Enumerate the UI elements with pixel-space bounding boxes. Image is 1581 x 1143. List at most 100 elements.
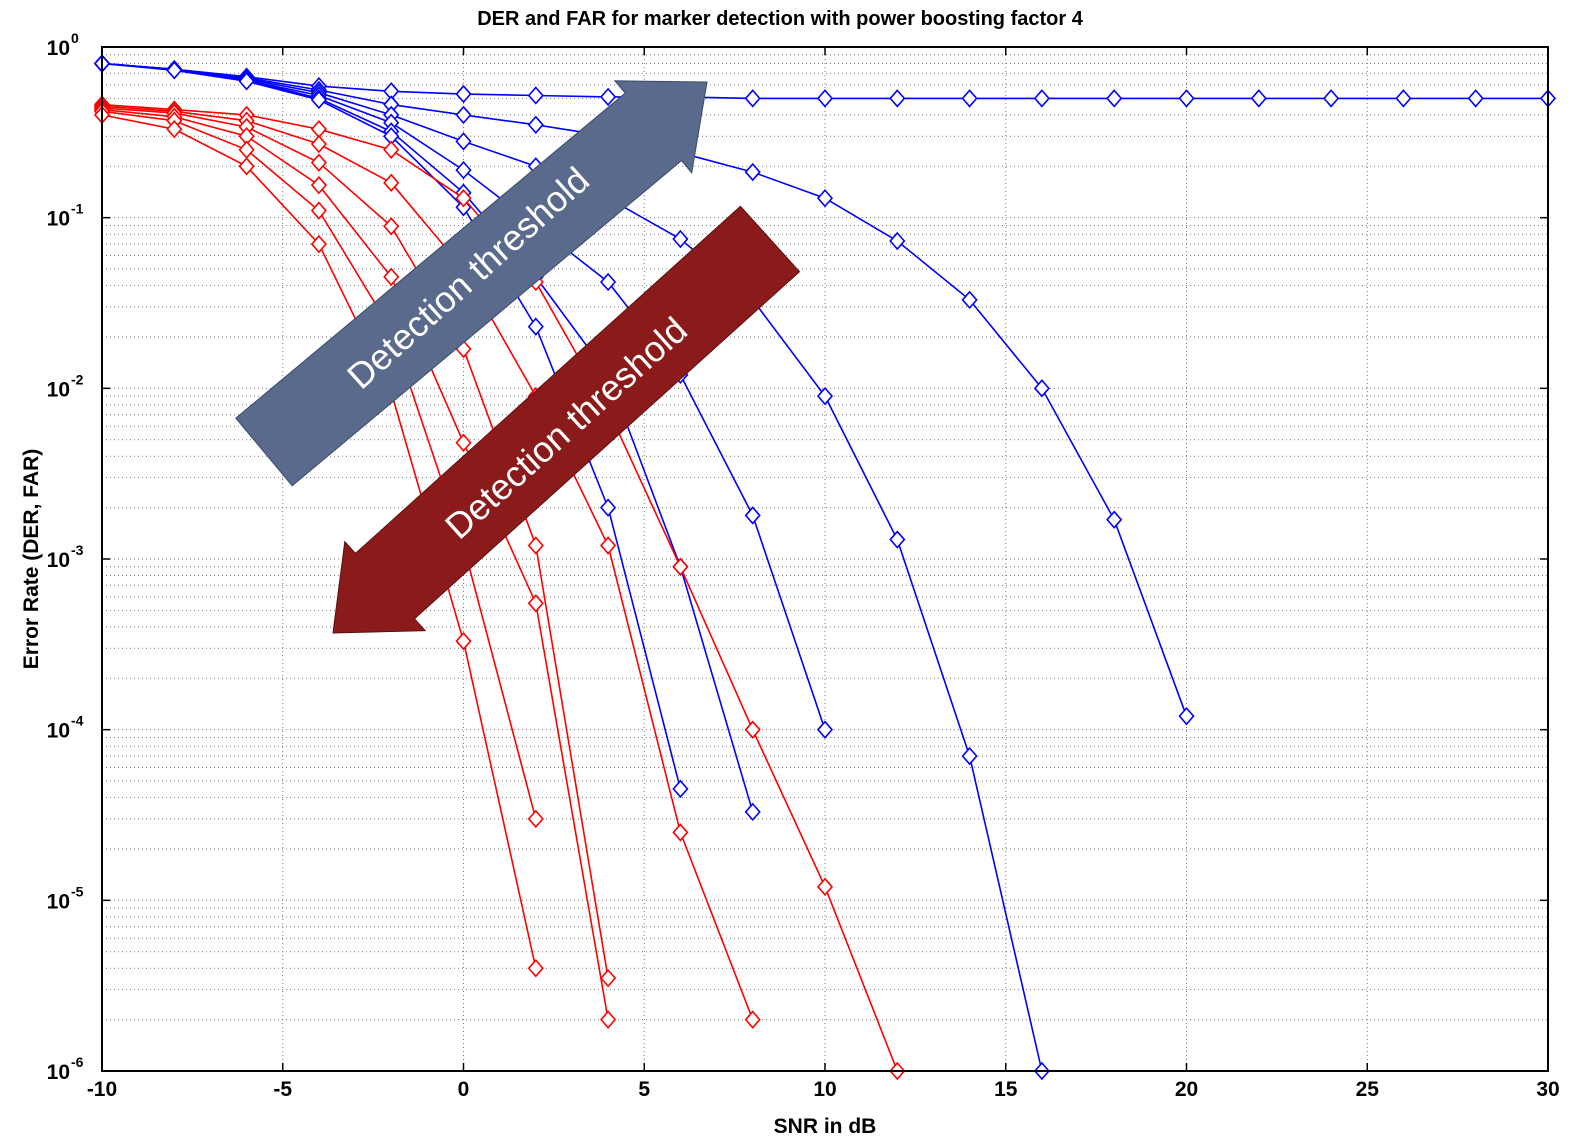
arrow-down-label: Detection threshold xyxy=(437,309,695,547)
der-data-point xyxy=(816,720,834,739)
far-data-point xyxy=(527,809,544,829)
far-data-point xyxy=(600,1010,617,1029)
x-tick-label: 30 xyxy=(1536,1078,1559,1101)
der-data-point xyxy=(744,802,761,822)
der-data-point xyxy=(600,87,617,107)
der-data-point xyxy=(1395,89,1412,108)
far-data-point xyxy=(310,153,327,172)
der-data-point xyxy=(744,162,761,182)
der-data-point xyxy=(1106,89,1123,108)
y-tick-label: 10 xyxy=(47,1061,70,1084)
der-data-point xyxy=(816,89,834,108)
far-data-point xyxy=(383,217,400,236)
x-tick-label: -10 xyxy=(87,1078,117,1101)
far-data-point xyxy=(455,433,472,452)
der-data-point xyxy=(889,89,906,108)
y-tick-exponent: -1 xyxy=(71,201,84,217)
der-data-point xyxy=(1106,510,1123,529)
der-series-line-4 xyxy=(101,62,754,813)
der-data-point xyxy=(455,84,472,104)
der-data-point xyxy=(600,272,617,292)
y-tick-label: 10 xyxy=(47,378,70,401)
far-data-point xyxy=(310,201,327,220)
far-data-point xyxy=(816,877,834,897)
der-data-point xyxy=(672,229,689,249)
der-data-point xyxy=(455,160,472,180)
der-data-point xyxy=(166,61,183,80)
y-tick-exponent: -3 xyxy=(71,542,84,558)
der-data-point xyxy=(961,746,978,766)
x-ticks: -10 -5 0 5 10 15 20 25 30 xyxy=(87,47,1560,1101)
far-data-point xyxy=(383,267,400,287)
x-tick-label: 25 xyxy=(1356,1078,1380,1101)
x-tick-label: -5 xyxy=(273,1078,292,1101)
der-data-point xyxy=(527,317,544,336)
der-data-point xyxy=(1250,89,1267,108)
der-data-point xyxy=(744,89,761,108)
der-data-point xyxy=(238,72,255,91)
der-data-point xyxy=(527,115,544,135)
y-tick-exponent: -5 xyxy=(71,883,84,899)
far-data-point xyxy=(455,189,472,208)
der-data-point xyxy=(889,231,906,251)
far-data-point xyxy=(600,536,617,555)
arrow-down-shape xyxy=(332,205,801,634)
far-data-point xyxy=(455,631,472,651)
far-data-point xyxy=(527,536,544,555)
y-tick-exponent: -4 xyxy=(71,713,84,729)
der-data-point xyxy=(1178,706,1195,726)
y-tick-exponent: -2 xyxy=(71,371,84,387)
far-series-line-7 xyxy=(101,105,754,1020)
far-data-point xyxy=(310,234,327,254)
der-data-point xyxy=(1033,89,1050,108)
far-data-point xyxy=(310,119,327,139)
y-axis-label: Error Rate (DER, FAR) xyxy=(20,449,43,670)
far-data-point xyxy=(672,557,689,577)
detection-threshold-arrow-down: Detection threshold xyxy=(332,205,801,634)
chart-title: DER and FAR for marker detection with po… xyxy=(477,8,1084,30)
far-data-point xyxy=(600,968,617,988)
far-data-point xyxy=(166,119,183,139)
der-data-point xyxy=(816,386,834,406)
x-tick-label: 15 xyxy=(994,1078,1018,1101)
x-axis-label: SNR in dB xyxy=(774,1115,877,1138)
far-data-point xyxy=(527,959,544,978)
der-data-point xyxy=(961,290,978,310)
y-tick-label: 10 xyxy=(47,890,70,913)
far-data-point xyxy=(383,140,400,159)
der-data-point xyxy=(310,90,327,110)
far-data-point xyxy=(744,1010,761,1029)
y-tick-exponent: -6 xyxy=(71,1054,84,1070)
der-data-point xyxy=(889,530,906,549)
der-data-point xyxy=(1323,89,1340,108)
der-data-point xyxy=(1033,379,1050,398)
y-tick-label: 10 xyxy=(47,549,70,572)
far-data-point xyxy=(672,823,689,842)
far-data-point xyxy=(310,134,327,154)
far-data-point xyxy=(238,157,255,176)
y-tick-label: 10 xyxy=(47,208,70,231)
der-data-point xyxy=(1467,89,1484,108)
x-tick-label: 10 xyxy=(813,1078,836,1101)
far-data-point xyxy=(383,173,400,193)
der-data-point xyxy=(455,132,472,151)
der-data-point xyxy=(961,89,978,108)
arrow-up-shape xyxy=(235,80,708,487)
far-data-point xyxy=(310,175,327,195)
far-data-point xyxy=(238,140,255,159)
der-data-point xyxy=(816,189,834,208)
far-series-line-9 xyxy=(101,108,609,1020)
x-tick-label: 20 xyxy=(1175,1078,1198,1101)
x-tick-label: 0 xyxy=(458,1078,470,1101)
far-data-point xyxy=(744,720,761,739)
y-tick-label: 10 xyxy=(47,37,70,60)
der-data-point xyxy=(744,506,761,525)
der-data-point xyxy=(600,498,617,517)
der-data-point xyxy=(455,105,472,125)
far-data-point xyxy=(527,594,544,613)
der-data-point xyxy=(527,86,544,105)
der-data-point xyxy=(672,779,689,799)
y-tick-label: 10 xyxy=(47,720,70,743)
